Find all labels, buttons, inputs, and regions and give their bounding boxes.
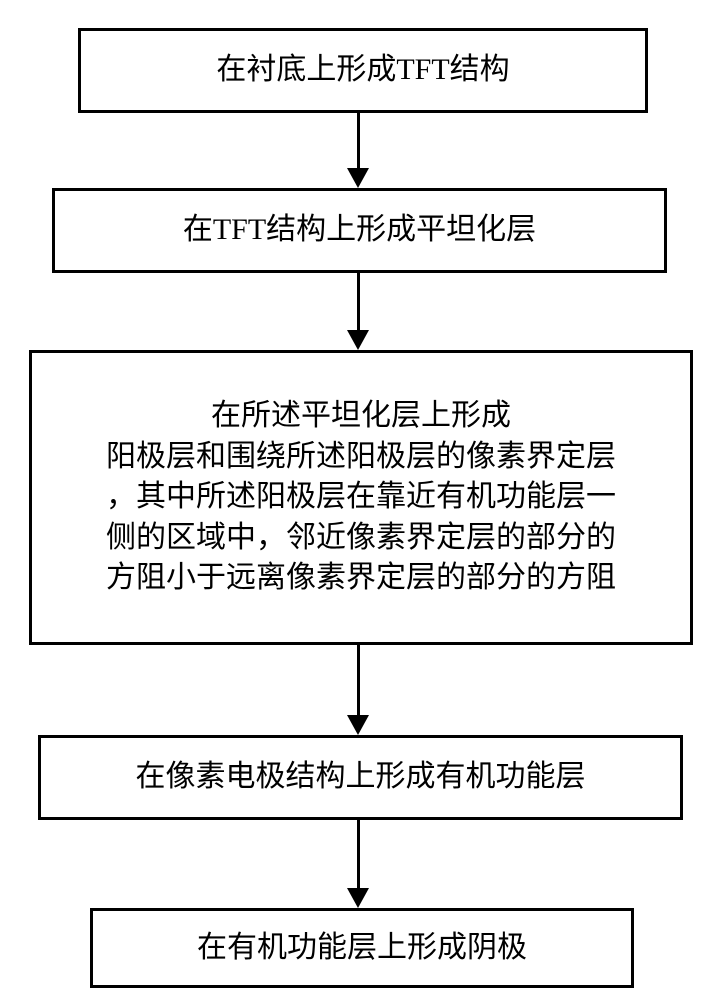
arrow-head-icon: [347, 168, 369, 188]
step-4-text: 在像素电极结构上形成有机功能层: [136, 757, 586, 798]
step-1-text: 在衬底上形成TFT结构: [216, 50, 509, 91]
flowchart-step-3: 在所述平坦化层上形成 阳极层和围绕所述阳极层的像素界定层 ，其中所述阳极层在靠近…: [29, 350, 693, 645]
step-3-line-3: ，其中所述阳极层在靠近有机功能层一: [106, 477, 616, 518]
flowchart-step-2: 在TFT结构上形成平坦化层: [52, 188, 667, 273]
arrow-line: [357, 113, 360, 170]
flowchart-step-4: 在像素电极结构上形成有机功能层: [38, 735, 683, 820]
arrow-head-icon: [347, 888, 369, 908]
step-3-line-1: 在所述平坦化层上形成: [211, 396, 511, 437]
step-3-line-4: 侧的区域中，邻近像素界定层的部分的: [106, 518, 616, 559]
step-3-line-2: 阳极层和围绕所述阳极层的像素界定层: [106, 437, 616, 478]
arrow-line: [357, 273, 360, 332]
step-3-line-5: 方阻小于远离像素界定层的部分的方阻: [106, 558, 616, 599]
flowchart-step-1: 在衬底上形成TFT结构: [78, 28, 648, 113]
arrow-head-icon: [347, 715, 369, 735]
step-5-text: 在有机功能层上形成阴极: [197, 928, 527, 969]
flowchart-step-5: 在有机功能层上形成阴极: [90, 908, 634, 988]
arrow-line: [357, 645, 360, 717]
arrow-head-icon: [347, 330, 369, 350]
arrow-line: [357, 820, 360, 890]
flowchart-container: 在衬底上形成TFT结构 在TFT结构上形成平坦化层 在所述平坦化层上形成 阳极层…: [0, 0, 716, 1000]
step-2-text: 在TFT结构上形成平坦化层: [183, 210, 536, 251]
